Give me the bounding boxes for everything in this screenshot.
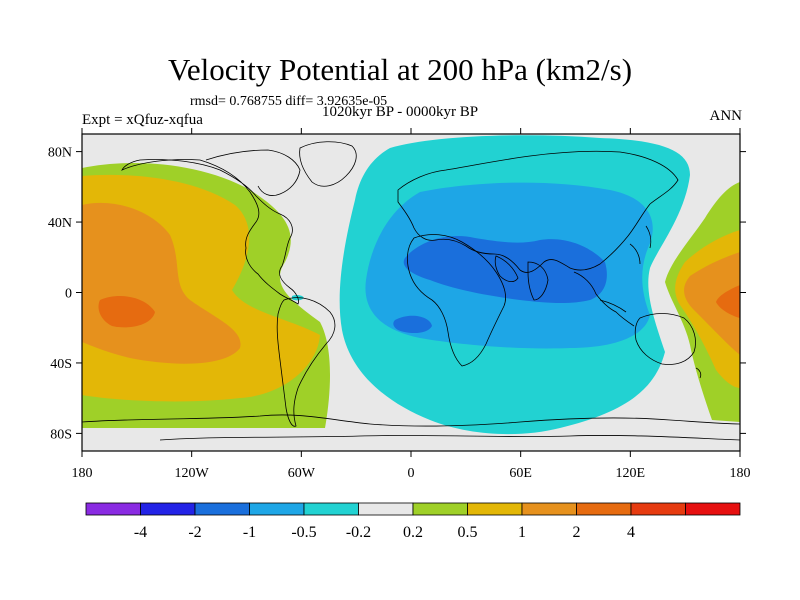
colorbar-swatch <box>685 502 741 516</box>
lon-tick-label: 60E <box>509 466 532 481</box>
lat-tick-label: 0 <box>65 287 72 302</box>
colorbar-swatch <box>412 502 468 516</box>
colorbar-swatch <box>467 502 523 516</box>
contour-pos-2-east <box>716 285 740 318</box>
colorbar-swatch <box>85 502 141 516</box>
colorbar-label: 4 <box>627 524 635 541</box>
colorbar-label: -0.5 <box>291 524 316 541</box>
colorbar-swatch <box>303 502 359 516</box>
map-title: Velocity Potential at 200 hPa (km2/s) <box>167 52 633 87</box>
colorbar-swatch <box>630 502 686 516</box>
lat-tick-label: 80S <box>50 427 72 442</box>
period-label: 1020kyr BP - 0000kyr BP <box>322 104 479 120</box>
colorbar-label: -1 <box>243 524 256 541</box>
colorbar-label: 0.2 <box>403 524 423 541</box>
season-label: ANN <box>709 108 743 124</box>
contour-fields <box>82 135 740 435</box>
colorbar-label: -2 <box>188 524 201 541</box>
contour-pos-1-east <box>684 252 740 355</box>
lat-tick-label: 80N <box>48 146 72 161</box>
contour-pos-2 <box>98 296 155 328</box>
colorbar-swatch <box>140 502 196 516</box>
lon-tick-label: 120W <box>175 466 210 481</box>
map-plot-area <box>81 133 741 452</box>
experiment-label: Expt = xQfuz-xqfua <box>82 112 203 128</box>
colorbar-swatch <box>358 502 414 516</box>
colorbar-label: -0.2 <box>346 524 371 541</box>
lon-tick-label: 180 <box>72 466 93 481</box>
colorbar-swatch <box>521 502 577 516</box>
latitude-ticks: 80N 40N 0 40S 80S <box>48 146 746 442</box>
colorbar-label: -4 <box>134 524 147 541</box>
lat-tick-label: 40N <box>48 216 72 231</box>
lon-tick-label: 120E <box>616 466 646 481</box>
contour-neg-1 <box>403 236 607 304</box>
colorbar-label: 2 <box>573 524 581 541</box>
coastlines <box>82 141 740 441</box>
colorbar-swatch <box>249 502 305 516</box>
colorbar-swatch <box>194 502 250 516</box>
longitude-ticks: 180 120W 60W 0 60E 120E 180 <box>72 128 751 481</box>
colorbar-label: 0.5 <box>458 524 478 541</box>
lat-tick-label: 40S <box>50 357 72 372</box>
contour-neg-1-south <box>393 315 432 334</box>
stats-text: rmsd= 0.768755 diff= 3.92635e-05 <box>190 94 388 109</box>
colorbar-swatch <box>576 502 632 516</box>
colorbar: -4 -2 -1 -0.5 -0.2 0.2 0.5 1 2 4 <box>85 502 741 541</box>
lon-tick-label: 60W <box>288 466 316 481</box>
lon-tick-label: 0 <box>408 466 415 481</box>
lon-tick-label: 180 <box>730 466 751 481</box>
colorbar-label: 1 <box>518 524 526 541</box>
